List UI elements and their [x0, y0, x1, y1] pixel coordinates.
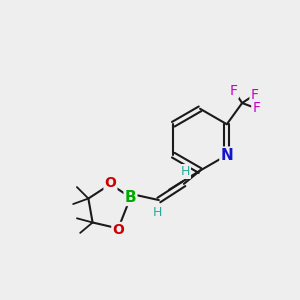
Text: F: F — [252, 101, 260, 115]
Text: N: N — [220, 148, 233, 163]
Text: F: F — [250, 88, 259, 102]
Text: F: F — [230, 84, 238, 98]
Text: B: B — [125, 190, 136, 205]
Text: O: O — [104, 176, 116, 190]
Text: H: H — [153, 206, 162, 219]
Text: H: H — [181, 165, 190, 178]
Text: O: O — [112, 223, 124, 237]
